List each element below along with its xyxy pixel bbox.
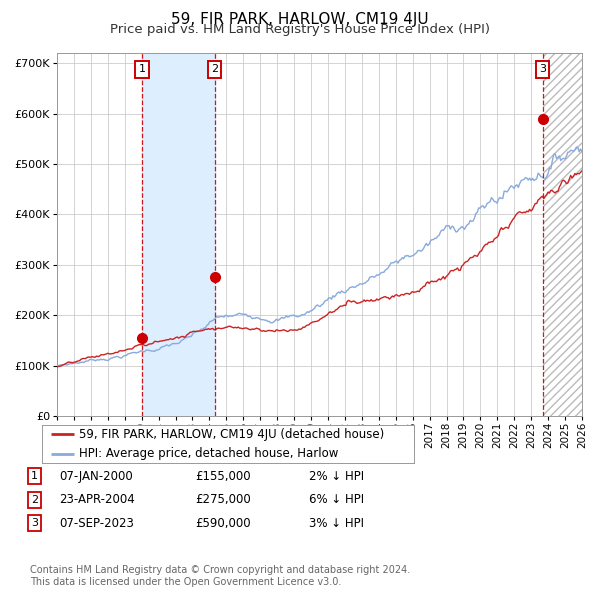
Text: 1: 1 [31,471,38,481]
Text: 07-JAN-2000: 07-JAN-2000 [59,470,133,483]
Text: HPI: Average price, detached house, Harlow: HPI: Average price, detached house, Harl… [79,447,338,460]
Bar [142,53,215,416]
Text: 2: 2 [211,64,218,74]
Text: £275,000: £275,000 [195,493,251,506]
Text: 3% ↓ HPI: 3% ↓ HPI [309,517,364,530]
Bar [543,53,582,416]
Text: 3: 3 [539,64,546,74]
Text: £155,000: £155,000 [195,470,251,483]
Text: Price paid vs. HM Land Registry's House Price Index (HPI): Price paid vs. HM Land Registry's House … [110,23,490,36]
Text: £590,000: £590,000 [195,517,251,530]
Text: 59, FIR PARK, HARLOW, CM19 4JU: 59, FIR PARK, HARLOW, CM19 4JU [171,12,429,27]
Text: 2: 2 [31,495,38,504]
Text: 23-APR-2004: 23-APR-2004 [59,493,134,506]
Text: 1: 1 [139,64,145,74]
Text: 6% ↓ HPI: 6% ↓ HPI [309,493,364,506]
Bar [543,53,582,416]
Text: 3: 3 [31,519,38,528]
Text: 07-SEP-2023: 07-SEP-2023 [59,517,134,530]
Text: Contains HM Land Registry data © Crown copyright and database right 2024.
This d: Contains HM Land Registry data © Crown c… [30,565,410,587]
Text: 2% ↓ HPI: 2% ↓ HPI [309,470,364,483]
Text: 59, FIR PARK, HARLOW, CM19 4JU (detached house): 59, FIR PARK, HARLOW, CM19 4JU (detached… [79,428,385,441]
